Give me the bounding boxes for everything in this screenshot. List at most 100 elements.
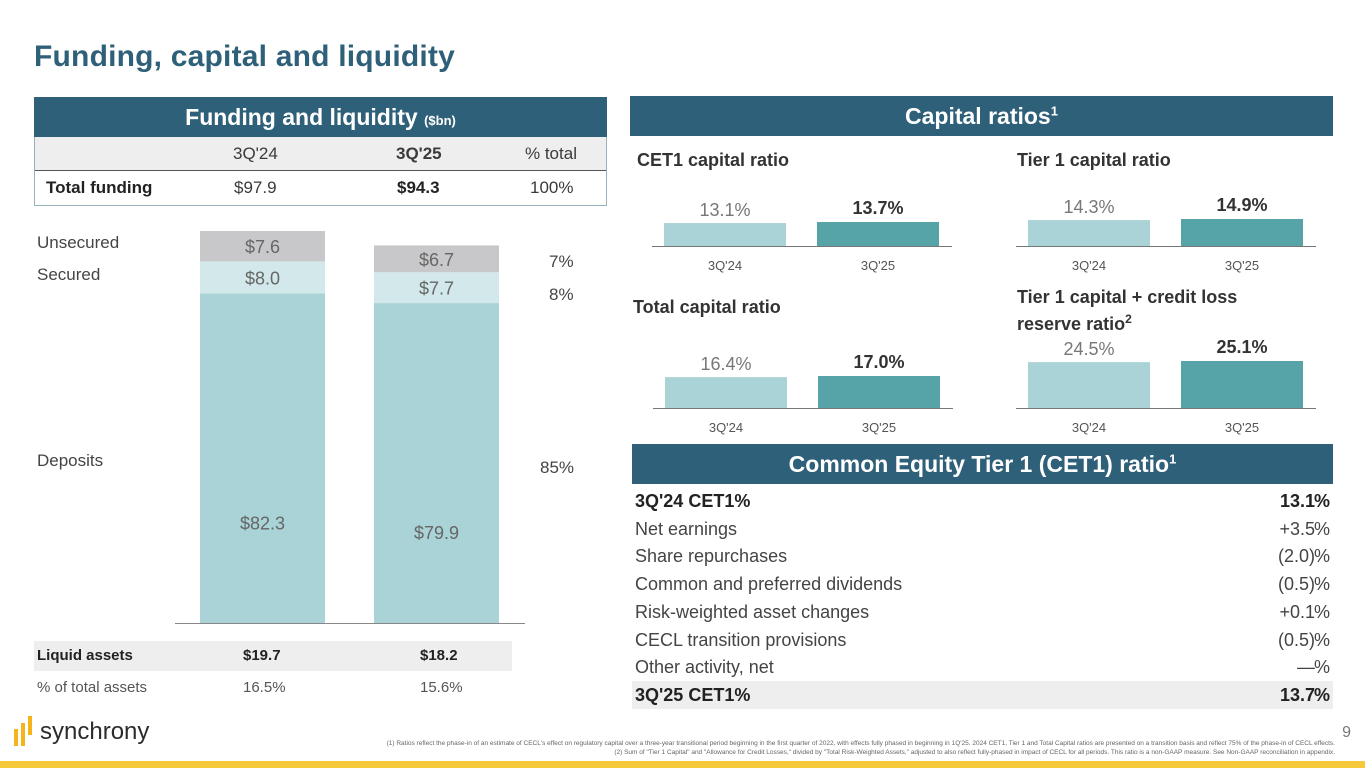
footnote-1: (1) Ratios reflect the phase-in of an es… [386, 740, 1335, 747]
tier1-clr-chart-title: Tier 1 capital + credit loss reserve rat… [1017, 286, 1297, 335]
bridge-row: Risk-weighted asset changes +0.1% [632, 598, 1333, 626]
bridge-row-label: Risk-weighted asset changes [635, 601, 870, 622]
synchrony-logo-text: synchrony [40, 718, 150, 745]
total-funding-row: Total funding $97.9 $94.3 100% [35, 171, 606, 205]
bridge-row-label: Common and preferred dividends [635, 574, 903, 595]
bridge-row-unit: % [1313, 546, 1330, 567]
ratio-bar-3q24 [1028, 220, 1150, 246]
secured-bar-3q24 [200, 261, 325, 294]
total-funding-pct: 100% [530, 178, 574, 197]
cet1-header-text: Common Equity Tier 1 (CET1) ratio [788, 451, 1170, 477]
bridge-row-label: 3Q'24 CET1% [635, 491, 751, 511]
ratio-bar-3q25 [1181, 361, 1303, 408]
ratio-category-label: 3Q'25 [861, 258, 895, 273]
cet1-panel-header: Common Equity Tier 1 (CET1) ratio1 [632, 444, 1333, 484]
bridge-row: Share repurchases (2.0)% [632, 542, 1333, 570]
tier1-chart-title: Tier 1 capital ratio [1017, 149, 1171, 171]
col-header-3q25: 3Q'25 [396, 144, 442, 163]
bridge-row-label: 3Q'25 CET1% [635, 684, 751, 705]
pct-total-assets-label: % of total assets [37, 679, 148, 696]
bridge-row-value: 13.1 [1279, 491, 1315, 511]
ratio-bar-3q25 [817, 222, 939, 246]
bridge-row-unit: % [1313, 601, 1330, 622]
bridge-row-value: — [1297, 657, 1315, 678]
secured-value-label: $7.7 [419, 279, 454, 299]
cet1-header-footnote: 1 [1169, 451, 1177, 467]
secured-label: Secured [37, 265, 101, 284]
page-number: 9 [1342, 724, 1351, 741]
liquid-assets-3q24: $19.7 [243, 647, 281, 664]
funding-panel-header: Funding and liquidity ($bn) [34, 97, 607, 137]
ratio-value-label: 25.1% [1216, 337, 1267, 357]
unsecured-pct: 7% [549, 252, 574, 271]
bridge-row-unit: % [1313, 629, 1330, 650]
total-capital-ratio-chart: 16.4% 3Q'24 17.0% 3Q'25 [653, 352, 953, 435]
bridge-row: 3Q'25 CET1% 13.7% [632, 680, 1333, 709]
bridge-row-value: (0.5) [1277, 574, 1315, 595]
total-funding-3q24: $97.9 [234, 178, 277, 197]
ratio-value-label: 17.0% [853, 352, 904, 372]
footnotes: (1) Ratios reflect the phase-in of an es… [155, 739, 1335, 757]
deposits-value-label: $79.9 [414, 523, 459, 543]
funding-unit: ($bn) [424, 113, 456, 128]
ratio-bar-3q25 [1181, 219, 1303, 246]
secured-value-label: $8.0 [245, 268, 280, 288]
deposits-bar-3q24 [200, 293, 325, 623]
pct-total-assets-3q25: 15.6% [420, 679, 463, 696]
bridge-row: 3Q'24 CET1% 13.1% [632, 487, 1333, 515]
unsecured-value-label: $6.7 [419, 250, 454, 270]
unsecured-value-label: $7.6 [245, 237, 280, 257]
ratio-bar-3q24 [665, 377, 787, 408]
bridge-row: Other activity, net —% [632, 653, 1333, 681]
ratio-category-label: 3Q'24 [1072, 420, 1106, 435]
capital-header-text: Capital ratios [905, 103, 1051, 129]
tier1-chart-title-text: Tier 1 capital ratio [1017, 150, 1171, 170]
unsecured-bar-3q24 [200, 231, 325, 262]
bridge-row-label: Share repurchases [635, 546, 788, 567]
bridge-row-unit: % [1313, 518, 1330, 539]
page-title: Funding, capital and liquidity [34, 40, 455, 73]
bridge-row-value: 13.7 [1279, 684, 1315, 705]
funding-header-text: Funding and liquidity [185, 104, 418, 130]
ratio-value-label: 14.3% [1063, 197, 1114, 217]
ratio-bar-3q24 [664, 223, 786, 246]
liquid-assets-row: Liquid assets $19.7 $18.2 [34, 641, 512, 671]
ratio-bar-3q24 [1028, 362, 1150, 408]
ratio-bar-3q25 [818, 376, 940, 408]
capital-panel-header: Capital ratios1 [630, 96, 1333, 136]
bridge-row-value: (0.5) [1277, 629, 1315, 650]
deposits-value-label: $82.3 [240, 513, 285, 533]
ratio-category-label: 3Q'24 [709, 420, 743, 435]
synchrony-logo-icon [14, 716, 32, 746]
bridge-row: Common and preferred dividends (0.5)% [632, 570, 1333, 598]
ratio-category-label: 3Q'25 [1225, 420, 1259, 435]
funding-table: 3Q'24 3Q'25 % total Total funding $97.9 … [34, 137, 607, 206]
deposits-bar-3q25 [374, 303, 499, 623]
bridge-row-label: Other activity, net [635, 657, 774, 678]
total-funding-3q25: $94.3 [397, 178, 440, 197]
bridge-row-unit: % [1313, 574, 1330, 595]
ratio-value-label: 14.9% [1216, 195, 1267, 215]
ratio-value-label: 24.5% [1063, 339, 1114, 359]
ratio-category-label: 3Q'25 [1225, 258, 1259, 273]
deposits-pct: 85% [540, 458, 575, 477]
ratio-category-label: 3Q'24 [708, 258, 742, 273]
liquid-assets-3q25: $18.2 [420, 647, 458, 664]
tier1-clr-chart-title-text: Tier 1 capital + credit loss reserve rat… [1017, 287, 1238, 334]
cet1-chart-title-text: CET1 capital ratio [637, 150, 790, 170]
bridge-row: CECL transition provisions (0.5)% [632, 626, 1333, 654]
ratio-category-label: 3Q'24 [1072, 258, 1106, 273]
secured-pct: 8% [549, 285, 574, 304]
unsecured-bar-3q25 [374, 245, 499, 273]
secured-bar-3q25 [374, 272, 499, 304]
cet1-ratio-chart: 13.1% 3Q'24 13.7% 3Q'25 [652, 198, 952, 273]
bridge-row-value: +0.1 [1279, 601, 1315, 622]
ratio-value-label: 16.4% [700, 354, 751, 374]
total-capital-chart-title: Total capital ratio [633, 296, 781, 318]
bridge-row-unit: % [1313, 491, 1330, 511]
deposits-label: Deposits [37, 451, 104, 470]
tier1-ratio-chart: 14.3% 3Q'24 14.9% 3Q'25 [1016, 195, 1316, 273]
tier1-clr-footnote: 2 [1125, 312, 1132, 326]
pct-total-assets-3q24: 16.5% [243, 679, 286, 696]
funding-stacked-bar-chart: $82.3 $8.0 $7.6 $79.9 $7.7 $6.7 [175, 231, 525, 624]
